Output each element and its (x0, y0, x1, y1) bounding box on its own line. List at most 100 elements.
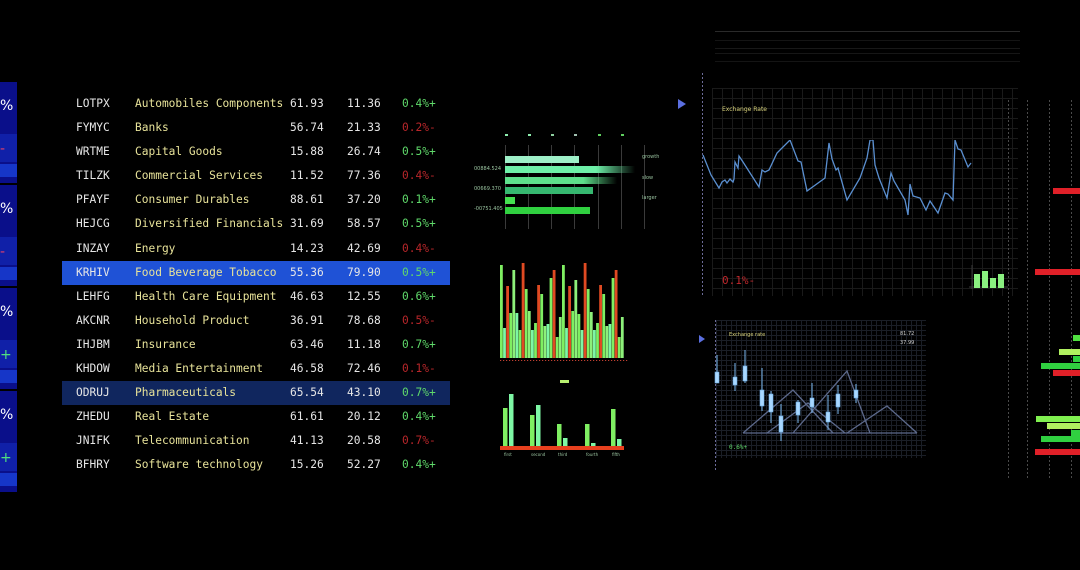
volume-value: 11.18 (347, 337, 381, 351)
ticker-row[interactable]: AKCNR Household Product 36.91 78.68 0.5%- (62, 309, 450, 333)
horizontal-bar-panel: 00884.524 00669.370 -00751.405 growth slow l… (470, 125, 660, 230)
ticker-symbol: IHJBM (76, 337, 110, 351)
change-percent: 0.1%- (402, 362, 436, 376)
multi-bar-chart (497, 258, 632, 363)
hbar-left-label: 00669.370 (474, 186, 502, 192)
play-marker-icon[interactable] (678, 99, 686, 109)
grouped-category-label: first (504, 452, 512, 457)
hbar (505, 207, 590, 214)
sector-name: Commercial Services (135, 169, 263, 183)
hbar (505, 197, 515, 204)
hbar (505, 187, 593, 194)
ticker-row[interactable]: HEJCG Diversified Financials 31.69 58.57 0.5… (62, 212, 450, 236)
ticker-row[interactable]: LOTPX Automobiles Components 61.93 11.36 0.4… (62, 92, 450, 116)
volume-value: 12.55 (347, 289, 381, 303)
sector-name: Pharmaceuticals (135, 386, 237, 400)
ticker-row[interactable]: KHDOW Media Entertainment 46.58 72.46 0.1%- (62, 357, 450, 381)
sector-name: Banks (135, 121, 169, 135)
ticker-table: LOTPX Automobiles Components 61.93 11.36 0.4… (62, 92, 450, 478)
edge-bar (1071, 430, 1080, 436)
sector-name: Health Care Equipment (135, 289, 277, 303)
ticker-row[interactable]: FYMYC Banks 56.74 21.33 0.2%- (62, 116, 450, 140)
change-percent: 0.4%+ (402, 458, 436, 472)
sector-name: Real Estate (135, 410, 210, 424)
edge-band (0, 370, 17, 383)
ticker-symbol: LOTPX (76, 97, 110, 110)
sector-name: Insurance (135, 337, 196, 351)
minus-icon: - (0, 244, 6, 260)
play-marker-icon[interactable] (699, 335, 705, 343)
grouped-category-label: third (558, 452, 568, 457)
change-percent: 0.2%- (402, 121, 436, 135)
ticker-symbol: LEHFG (76, 289, 110, 303)
edge-bar (1035, 449, 1080, 455)
ticker-row[interactable]: KRHIV Food Beverage Tobacco 55.36 79.90 0.5%… (62, 260, 450, 285)
volume-value: 58.57 (347, 217, 381, 231)
volume-value: 52.27 (347, 458, 381, 472)
edge-band (0, 443, 17, 471)
ticker-row[interactable]: INZAY Energy 14.23 42.69 0.4%- (62, 237, 450, 261)
edge-band (0, 267, 17, 280)
grouped-bar-svg (500, 380, 624, 450)
ticker-row[interactable]: ODRUJ Pharmaceuticals 65.54 43.10 0.7%+ (62, 381, 450, 406)
change-percent: 0.7%+ (402, 386, 436, 400)
sector-name: Software technology (135, 458, 263, 472)
volume-value: 42.69 (347, 241, 381, 255)
exchange-rate-panel: Exchange Rate 0.1%- (712, 88, 1018, 296)
candlestick-value-top: 81.72 (900, 331, 915, 337)
ticker-row[interactable]: PFAYF Consumer Durables 88.61 37.20 0.1%+ (62, 188, 450, 212)
volume-value: 37.20 (347, 193, 381, 207)
exchange-rate-change: 0.1%- (722, 274, 756, 287)
ticker-row[interactable]: JNIFK Telecommunication 41.13 20.58 0.7%- (62, 429, 450, 453)
ticker-row[interactable]: WRTME Capital Goods 15.88 26.74 0.5%+ (62, 140, 450, 164)
change-percent: 0.1%+ (402, 193, 436, 207)
volume-value: 20.58 (347, 434, 381, 448)
change-percent: 0.4%+ (402, 97, 436, 110)
price-value: 56.74 (290, 121, 324, 135)
ticker-symbol: AKCNR (76, 313, 110, 327)
candlestick-chart (714, 350, 918, 441)
ticker-row[interactable]: BFHRY Software technology 15.26 52.27 0.4%+ (62, 453, 450, 477)
price-value: 55.36 (290, 265, 324, 279)
change-percent: 0.4%- (402, 169, 436, 183)
multi-bar-svg (500, 263, 628, 361)
price-value: 46.63 (290, 289, 324, 303)
hbar-right-label: growth (642, 154, 660, 160)
change-percent: 0.5%- (402, 313, 436, 327)
price-value: 61.61 (290, 410, 324, 424)
sector-name: Automobiles Components (135, 97, 284, 110)
ticker-symbol: KRHIV (76, 265, 110, 279)
change-percent: 0.7%- (402, 434, 436, 448)
percent-icon: % (0, 304, 14, 320)
grouped-category-label: fifth (612, 452, 620, 457)
price-value: 15.88 (290, 145, 324, 159)
volume-value: 26.74 (347, 145, 381, 159)
hbar-left-label: -00751.405 (474, 206, 503, 212)
edge-band (0, 164, 17, 177)
ticker-row[interactable]: IHJBM Insurance 63.46 11.18 0.7%+ (62, 333, 450, 357)
hbar-right-label: larger (642, 195, 657, 201)
edge-bar (1035, 269, 1080, 275)
minus-icon: - (0, 141, 6, 157)
price-value: 11.52 (290, 169, 324, 183)
sector-name: Food Beverage Tobacco (135, 265, 277, 279)
candlestick-title: Exchange rate (729, 332, 766, 338)
ticker-symbol: HEJCG (76, 217, 110, 231)
change-percent: 0.5%+ (402, 217, 436, 231)
price-value: 31.69 (290, 217, 324, 231)
sector-name: Telecommunication (135, 434, 250, 448)
grouped-category-label: fourth (586, 452, 599, 457)
dotted-guide (1049, 100, 1050, 480)
ticker-row[interactable]: LEHFG Health Care Equipment 46.63 12.55 0.6%… (62, 285, 450, 309)
ticker-row[interactable]: TILZK Commercial Services 11.52 77.36 0.4%- (62, 164, 450, 188)
dotted-guide (715, 320, 716, 470)
change-percent: 0.4%- (402, 241, 436, 255)
mini-bar (974, 274, 980, 288)
sector-name: Capital Goods (135, 145, 223, 159)
candlestick-value-bottom: 37.99 (900, 340, 915, 346)
change-percent: 0.7%+ (402, 337, 436, 351)
hbar-right-label: slow (642, 175, 654, 181)
ticker-row[interactable]: ZHEDU Real Estate 61.61 20.12 0.4%+ (62, 405, 450, 429)
ticker-symbol: TILZK (76, 169, 110, 183)
price-value: 41.13 (290, 434, 324, 448)
